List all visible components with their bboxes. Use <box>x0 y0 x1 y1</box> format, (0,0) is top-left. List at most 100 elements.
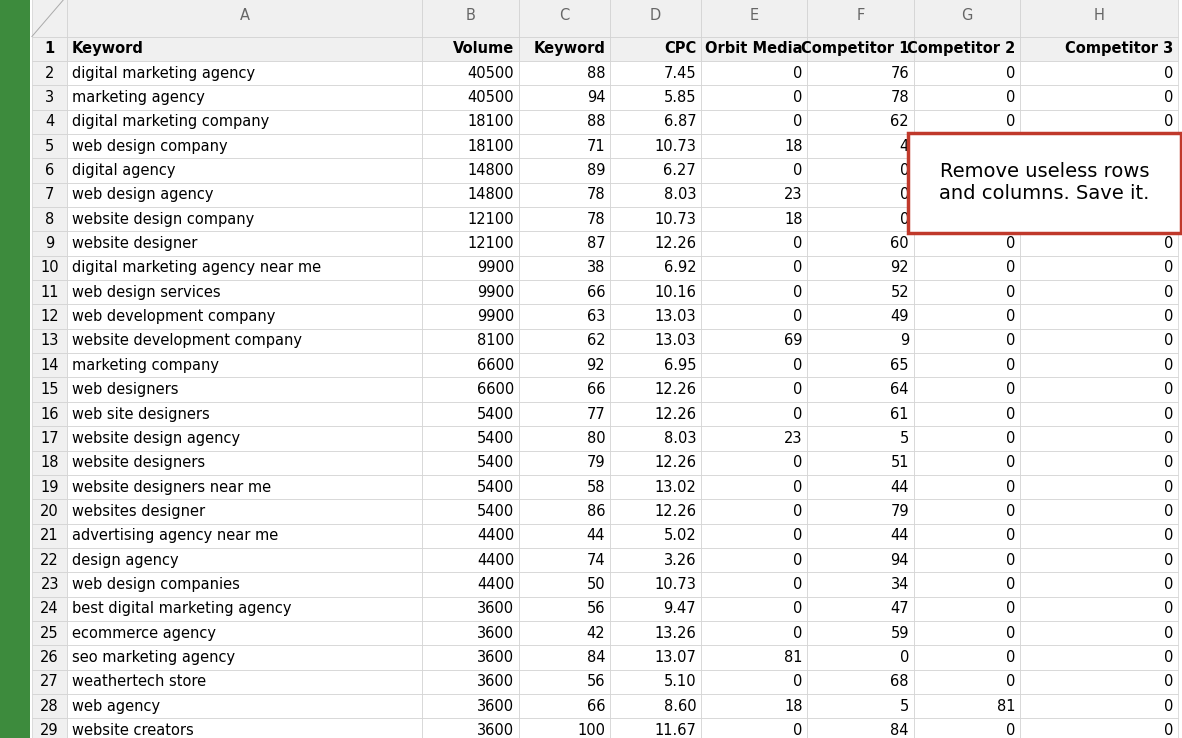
Text: marketing company: marketing company <box>72 358 219 373</box>
Bar <box>32 207 67 232</box>
Bar <box>914 86 1020 110</box>
Bar <box>701 280 807 305</box>
Text: 20: 20 <box>40 504 59 519</box>
Bar <box>807 329 914 354</box>
Text: 5: 5 <box>900 431 909 446</box>
Bar <box>807 0 914 37</box>
Bar <box>422 37 519 61</box>
Bar <box>914 280 1020 305</box>
Bar <box>1020 61 1178 86</box>
Text: 4400: 4400 <box>476 577 514 592</box>
Text: 22: 22 <box>40 553 59 568</box>
Text: 0: 0 <box>1006 163 1015 178</box>
Text: 0: 0 <box>1164 358 1174 373</box>
Text: 0: 0 <box>900 187 909 202</box>
Bar <box>67 256 422 280</box>
Bar <box>519 354 610 378</box>
Bar <box>610 37 701 61</box>
Text: 77: 77 <box>586 407 605 421</box>
Bar <box>32 597 67 621</box>
Text: 23: 23 <box>40 577 59 592</box>
Text: 17: 17 <box>40 431 59 446</box>
Text: 0: 0 <box>1164 261 1174 275</box>
Text: 23: 23 <box>784 187 803 202</box>
Bar <box>422 694 519 719</box>
Bar <box>67 329 422 354</box>
Text: 44: 44 <box>890 480 909 494</box>
Bar <box>519 621 610 646</box>
Text: 10.73: 10.73 <box>655 139 696 154</box>
Text: website design agency: website design agency <box>72 431 240 446</box>
Bar <box>807 159 914 183</box>
Bar <box>32 451 67 475</box>
Text: 60: 60 <box>890 236 909 251</box>
Text: 59: 59 <box>890 626 909 641</box>
Text: 0: 0 <box>1164 285 1174 300</box>
Bar <box>914 37 1020 61</box>
Bar <box>1020 134 1178 159</box>
Bar <box>422 207 519 232</box>
Text: 0: 0 <box>1006 480 1015 494</box>
Bar <box>519 232 610 256</box>
Text: 12.26: 12.26 <box>654 504 696 519</box>
Text: 5.02: 5.02 <box>663 528 696 543</box>
Bar <box>701 524 807 548</box>
Bar <box>67 280 422 305</box>
Bar <box>807 207 914 232</box>
Bar <box>422 524 519 548</box>
Text: web agency: web agency <box>72 699 161 714</box>
Text: 40500: 40500 <box>468 90 514 105</box>
Text: 76: 76 <box>890 66 909 80</box>
Text: A: A <box>240 8 249 24</box>
Text: 78: 78 <box>890 90 909 105</box>
Bar <box>701 329 807 354</box>
Text: E: E <box>749 8 759 24</box>
Text: 78: 78 <box>586 212 605 227</box>
Bar <box>807 427 914 451</box>
Bar <box>67 646 422 670</box>
Text: 42: 42 <box>586 626 605 641</box>
Bar <box>1020 621 1178 646</box>
Text: digital marketing agency: digital marketing agency <box>72 66 255 80</box>
Text: 0: 0 <box>1164 139 1174 154</box>
Bar <box>422 86 519 110</box>
Text: 66: 66 <box>586 382 605 397</box>
Text: 9900: 9900 <box>476 309 514 324</box>
Bar <box>32 37 67 61</box>
Bar <box>32 548 67 573</box>
Bar <box>519 573 610 597</box>
Text: 0: 0 <box>1006 407 1015 421</box>
Bar <box>610 86 701 110</box>
Text: 6600: 6600 <box>476 382 514 397</box>
Text: G: G <box>961 8 973 24</box>
Text: Competitor 1: Competitor 1 <box>800 41 909 56</box>
Text: 0: 0 <box>1164 187 1174 202</box>
Text: 14800: 14800 <box>468 163 514 178</box>
Bar <box>914 256 1020 280</box>
Text: 0: 0 <box>1006 212 1015 227</box>
Bar <box>67 0 422 37</box>
Bar <box>32 573 67 597</box>
Text: 0: 0 <box>1006 504 1015 519</box>
Bar <box>914 61 1020 86</box>
Bar <box>1020 305 1178 329</box>
Bar <box>519 159 610 183</box>
Text: 0: 0 <box>900 212 909 227</box>
Bar <box>422 719 519 738</box>
Bar <box>422 329 519 354</box>
Text: 26: 26 <box>40 650 59 665</box>
Text: 79: 79 <box>586 455 605 470</box>
Text: 81: 81 <box>784 650 803 665</box>
Text: 80: 80 <box>586 431 605 446</box>
Bar <box>67 402 422 427</box>
Text: 14: 14 <box>40 358 59 373</box>
Bar <box>701 207 807 232</box>
Bar <box>67 597 422 621</box>
Text: 16: 16 <box>40 407 59 421</box>
Text: 9.47: 9.47 <box>663 601 696 616</box>
Bar <box>519 451 610 475</box>
Bar <box>1020 232 1178 256</box>
Text: 8.03: 8.03 <box>664 431 696 446</box>
Bar <box>610 305 701 329</box>
Bar <box>701 86 807 110</box>
